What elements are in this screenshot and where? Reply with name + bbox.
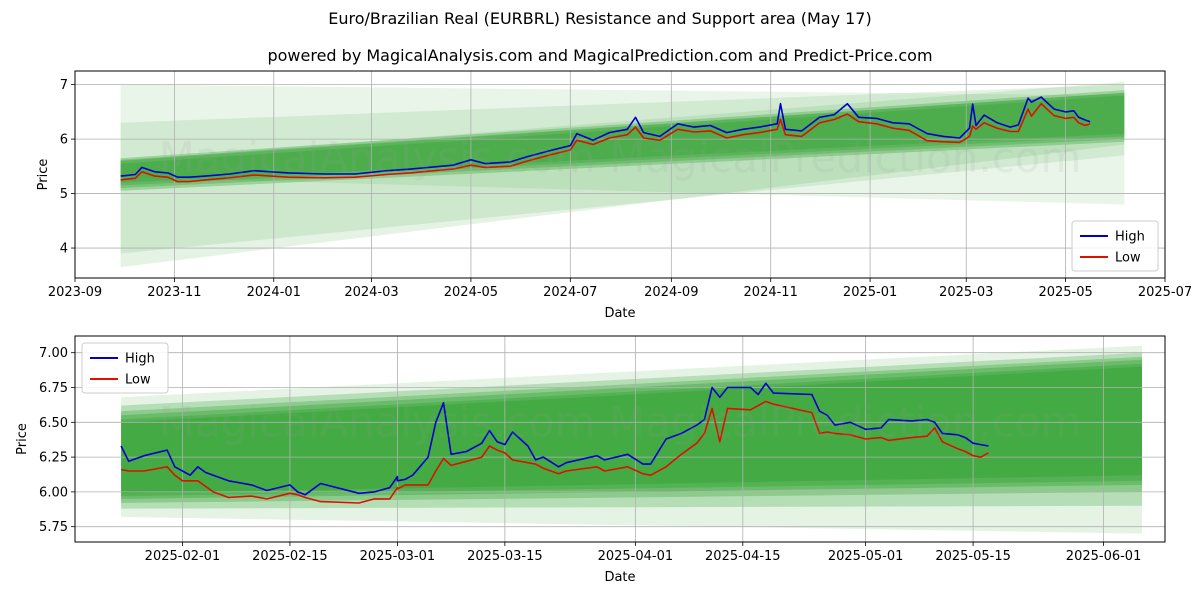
high-series-line xyxy=(120,96,1091,178)
x-axis-label: Date xyxy=(604,306,635,321)
band-area xyxy=(121,363,1143,497)
x-tick-label: 2024-07 xyxy=(543,285,597,300)
x-tick-label: 2025-01 xyxy=(843,285,897,300)
legend-box xyxy=(1071,220,1159,272)
y-axis-label: Price xyxy=(36,159,51,191)
x-tick-label: 2024-09 xyxy=(644,285,698,300)
x-tick-label: 2025-05-01 xyxy=(828,549,904,564)
chart-subtitle: powered by MagicalAnalysis.com and Magic… xyxy=(267,46,933,65)
x-tick-label: 2025-03-15 xyxy=(467,549,543,564)
x-tick-label: 2023-09 xyxy=(48,285,102,300)
x-tick-label: 2023-11 xyxy=(147,285,201,300)
plot-frame xyxy=(74,70,1166,279)
support-resistance-bands xyxy=(121,345,1143,534)
legend-label-low: Low xyxy=(1115,251,1141,266)
high-series-line xyxy=(120,382,989,496)
y-tick-label: 5.75 xyxy=(39,520,68,535)
legend-label-low: Low xyxy=(125,373,151,388)
series-group xyxy=(120,96,1091,183)
legend: High Low xyxy=(1071,220,1159,272)
legend: High Low xyxy=(81,342,169,394)
x-axis-label: Date xyxy=(604,570,635,585)
x-tick-label: 2025-02-01 xyxy=(145,549,221,564)
y-tick-label: 6.25 xyxy=(39,451,68,466)
x-tick-label: 2024-05 xyxy=(444,285,498,300)
x-tick-label: 2025-03 xyxy=(939,285,993,300)
legend-label-high: High xyxy=(125,352,155,367)
bottom-chart-panel: 2025-02-01 2025-02-15 2025-03-01 2025-03-15… xyxy=(15,335,1166,585)
x-tick-label: 2025-02-15 xyxy=(252,549,328,564)
chart-title: Euro/Brazilian Real (EURBRL) Resistance … xyxy=(328,9,872,28)
watermark: MagicalAnalysis.com MagicalPrediction.co… xyxy=(159,133,1082,182)
top-chart-panel: 2023-09 2023-11 2024-01 2024-03 2024-05 2024-… xyxy=(36,70,1192,321)
band-area xyxy=(121,352,1143,509)
band-area xyxy=(121,359,1143,499)
x-tick-label: 2025-06-01 xyxy=(1066,549,1142,564)
plot-frame xyxy=(74,335,1166,543)
watermark: MagicalAnalysis.com MagicalPrediction.co… xyxy=(159,398,1082,447)
x-tick-label: 2025-07 xyxy=(1138,285,1192,300)
x-tick-label: 2024-01 xyxy=(247,285,301,300)
y-tick-label: 5 xyxy=(60,187,68,202)
x-tick-label: 2024-03 xyxy=(344,285,398,300)
y-tick-label: 6 xyxy=(60,133,68,148)
x-tick-label: 2025-05-15 xyxy=(935,549,1011,564)
y-tick-label: 6.50 xyxy=(39,416,68,431)
y-axis-label: Price xyxy=(15,423,30,455)
band-area xyxy=(121,345,1143,534)
x-tick-label: 2025-03-01 xyxy=(360,549,436,564)
y-tick-label: 7.00 xyxy=(39,346,68,361)
x-tick-label: 2025-05 xyxy=(1038,285,1092,300)
legend-label-high: High xyxy=(1115,230,1145,245)
y-tick-label: 4 xyxy=(60,242,68,257)
y-tick-label: 7 xyxy=(60,78,68,93)
band-area xyxy=(121,356,1143,503)
legend-box xyxy=(81,342,169,394)
low-series-line xyxy=(120,102,1091,183)
x-tick-label: 2024-11 xyxy=(744,285,798,300)
low-series-line xyxy=(120,400,989,504)
y-tick-label: 6.00 xyxy=(39,485,68,500)
x-tick-label: 2025-04-01 xyxy=(598,549,674,564)
x-tick-label: 2025-04-15 xyxy=(705,549,781,564)
band-area xyxy=(121,366,1143,494)
series-group xyxy=(120,382,989,504)
y-tick-label: 6.75 xyxy=(39,381,68,396)
